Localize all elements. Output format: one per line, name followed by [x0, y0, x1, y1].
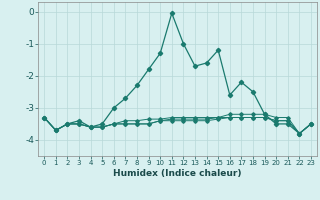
X-axis label: Humidex (Indice chaleur): Humidex (Indice chaleur)	[113, 169, 242, 178]
